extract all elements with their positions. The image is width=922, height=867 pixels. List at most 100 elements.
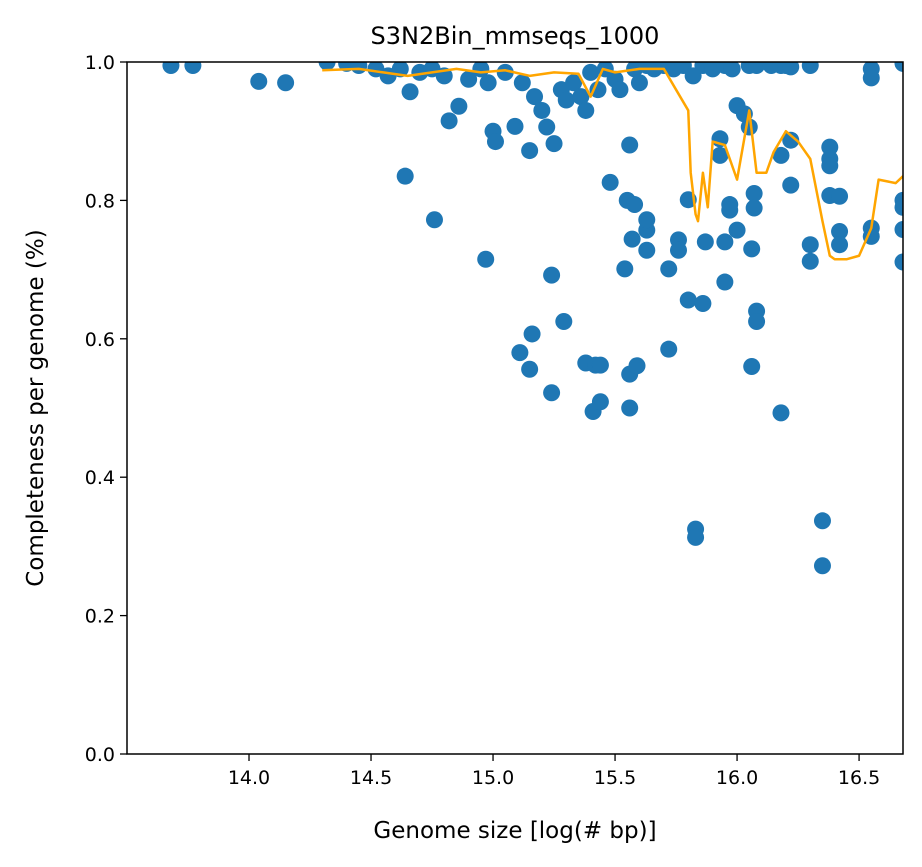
- data-point: [862, 69, 880, 87]
- data-point: [425, 211, 443, 229]
- x-tick-label: 15.5: [594, 767, 636, 789]
- y-tick-label: 0.4: [85, 467, 115, 489]
- x-tick-label: 15.0: [472, 767, 514, 789]
- data-point: [250, 72, 268, 90]
- data-point: [894, 220, 903, 238]
- data-point: [894, 253, 903, 271]
- data-point: [743, 240, 761, 258]
- data-point: [813, 512, 831, 530]
- data-point: [748, 313, 766, 330]
- x-tick-label: 14.0: [228, 767, 270, 789]
- data-point: [589, 81, 607, 99]
- y-tick-label: 0.2: [85, 606, 115, 628]
- data-point: [772, 146, 790, 164]
- data-point: [831, 187, 849, 205]
- plot-frame: [126, 61, 904, 755]
- data-point: [350, 62, 368, 74]
- data-point: [533, 101, 551, 119]
- data-point: [616, 260, 634, 278]
- data-point: [628, 357, 646, 375]
- data-point: [694, 295, 712, 313]
- data-point: [813, 557, 831, 575]
- data-point: [601, 173, 619, 191]
- data-point: [184, 62, 202, 74]
- data-point: [831, 223, 849, 241]
- data-point: [450, 97, 468, 115]
- chart-title: S3N2Bin_mmseqs_1000: [371, 22, 660, 50]
- data-point: [696, 233, 714, 251]
- data-point: [831, 236, 849, 254]
- data-point: [526, 88, 544, 106]
- data-point: [638, 241, 656, 259]
- data-point: [582, 63, 600, 81]
- x-axis-ticks: 14.0 14.5 15.0 15.5 16.0 16.5: [228, 754, 880, 789]
- x-tick-label: 16.0: [716, 767, 758, 789]
- data-point: [277, 74, 295, 92]
- data-point: [591, 356, 609, 374]
- data-point: [511, 344, 529, 362]
- data-point: [745, 184, 763, 202]
- data-point: [513, 74, 531, 92]
- data-point: [477, 250, 495, 268]
- data-point: [687, 528, 705, 546]
- x-axis-label: Genome size [log(# bp)]: [373, 818, 656, 844]
- data-point: [721, 201, 739, 219]
- data-point: [716, 273, 734, 291]
- data-point: [521, 360, 539, 378]
- data-point: [728, 221, 746, 239]
- data-point: [894, 198, 903, 216]
- data-point: [630, 74, 648, 92]
- trend-line-layer: [322, 67, 903, 261]
- y-tick-label: 0.0: [85, 744, 115, 766]
- data-point: [396, 167, 414, 185]
- data-point: [523, 325, 541, 343]
- y-axis-label: Completeness per genome (%): [23, 229, 49, 586]
- data-point: [162, 62, 180, 74]
- data-point: [401, 83, 419, 101]
- data-point: [440, 112, 458, 130]
- data-point: [660, 340, 678, 358]
- data-point: [748, 62, 766, 74]
- data-point: [772, 404, 790, 422]
- data-point: [821, 138, 839, 156]
- y-tick-label: 1.0: [85, 52, 115, 74]
- data-point: [626, 196, 644, 214]
- data-point: [621, 136, 639, 154]
- data-point: [543, 384, 561, 402]
- data-point: [506, 117, 524, 135]
- x-tick-label: 14.5: [350, 767, 392, 789]
- data-point: [743, 357, 761, 375]
- data-point: [545, 135, 563, 153]
- data-point: [723, 62, 741, 78]
- data-point: [782, 176, 800, 194]
- x-tick-label: 16.5: [838, 767, 880, 789]
- data-point: [638, 211, 656, 229]
- data-point: [543, 266, 561, 284]
- data-point: [521, 142, 539, 160]
- trend-line: [322, 67, 903, 261]
- data-point: [745, 199, 763, 217]
- data-point: [621, 399, 639, 417]
- data-point: [821, 157, 839, 175]
- data-point: [782, 131, 800, 149]
- data-point: [577, 101, 595, 119]
- scatter-points: [162, 62, 903, 575]
- data-point: [472, 62, 490, 78]
- y-tick-label: 0.8: [85, 190, 115, 212]
- data-point: [538, 118, 556, 136]
- data-point: [716, 233, 734, 251]
- y-axis-ticks: 0.0 0.2 0.4 0.6 0.8 1.0: [85, 52, 127, 766]
- data-point: [557, 91, 575, 109]
- data-point: [572, 88, 590, 106]
- data-point: [801, 236, 819, 254]
- data-point: [669, 241, 687, 259]
- data-point: [496, 63, 514, 81]
- data-point: [479, 74, 497, 92]
- data-point: [782, 62, 800, 76]
- data-point: [801, 252, 819, 270]
- data-point: [623, 230, 641, 248]
- data-point: [801, 62, 819, 74]
- y-tick-label: 0.6: [85, 329, 115, 351]
- data-point: [711, 146, 729, 164]
